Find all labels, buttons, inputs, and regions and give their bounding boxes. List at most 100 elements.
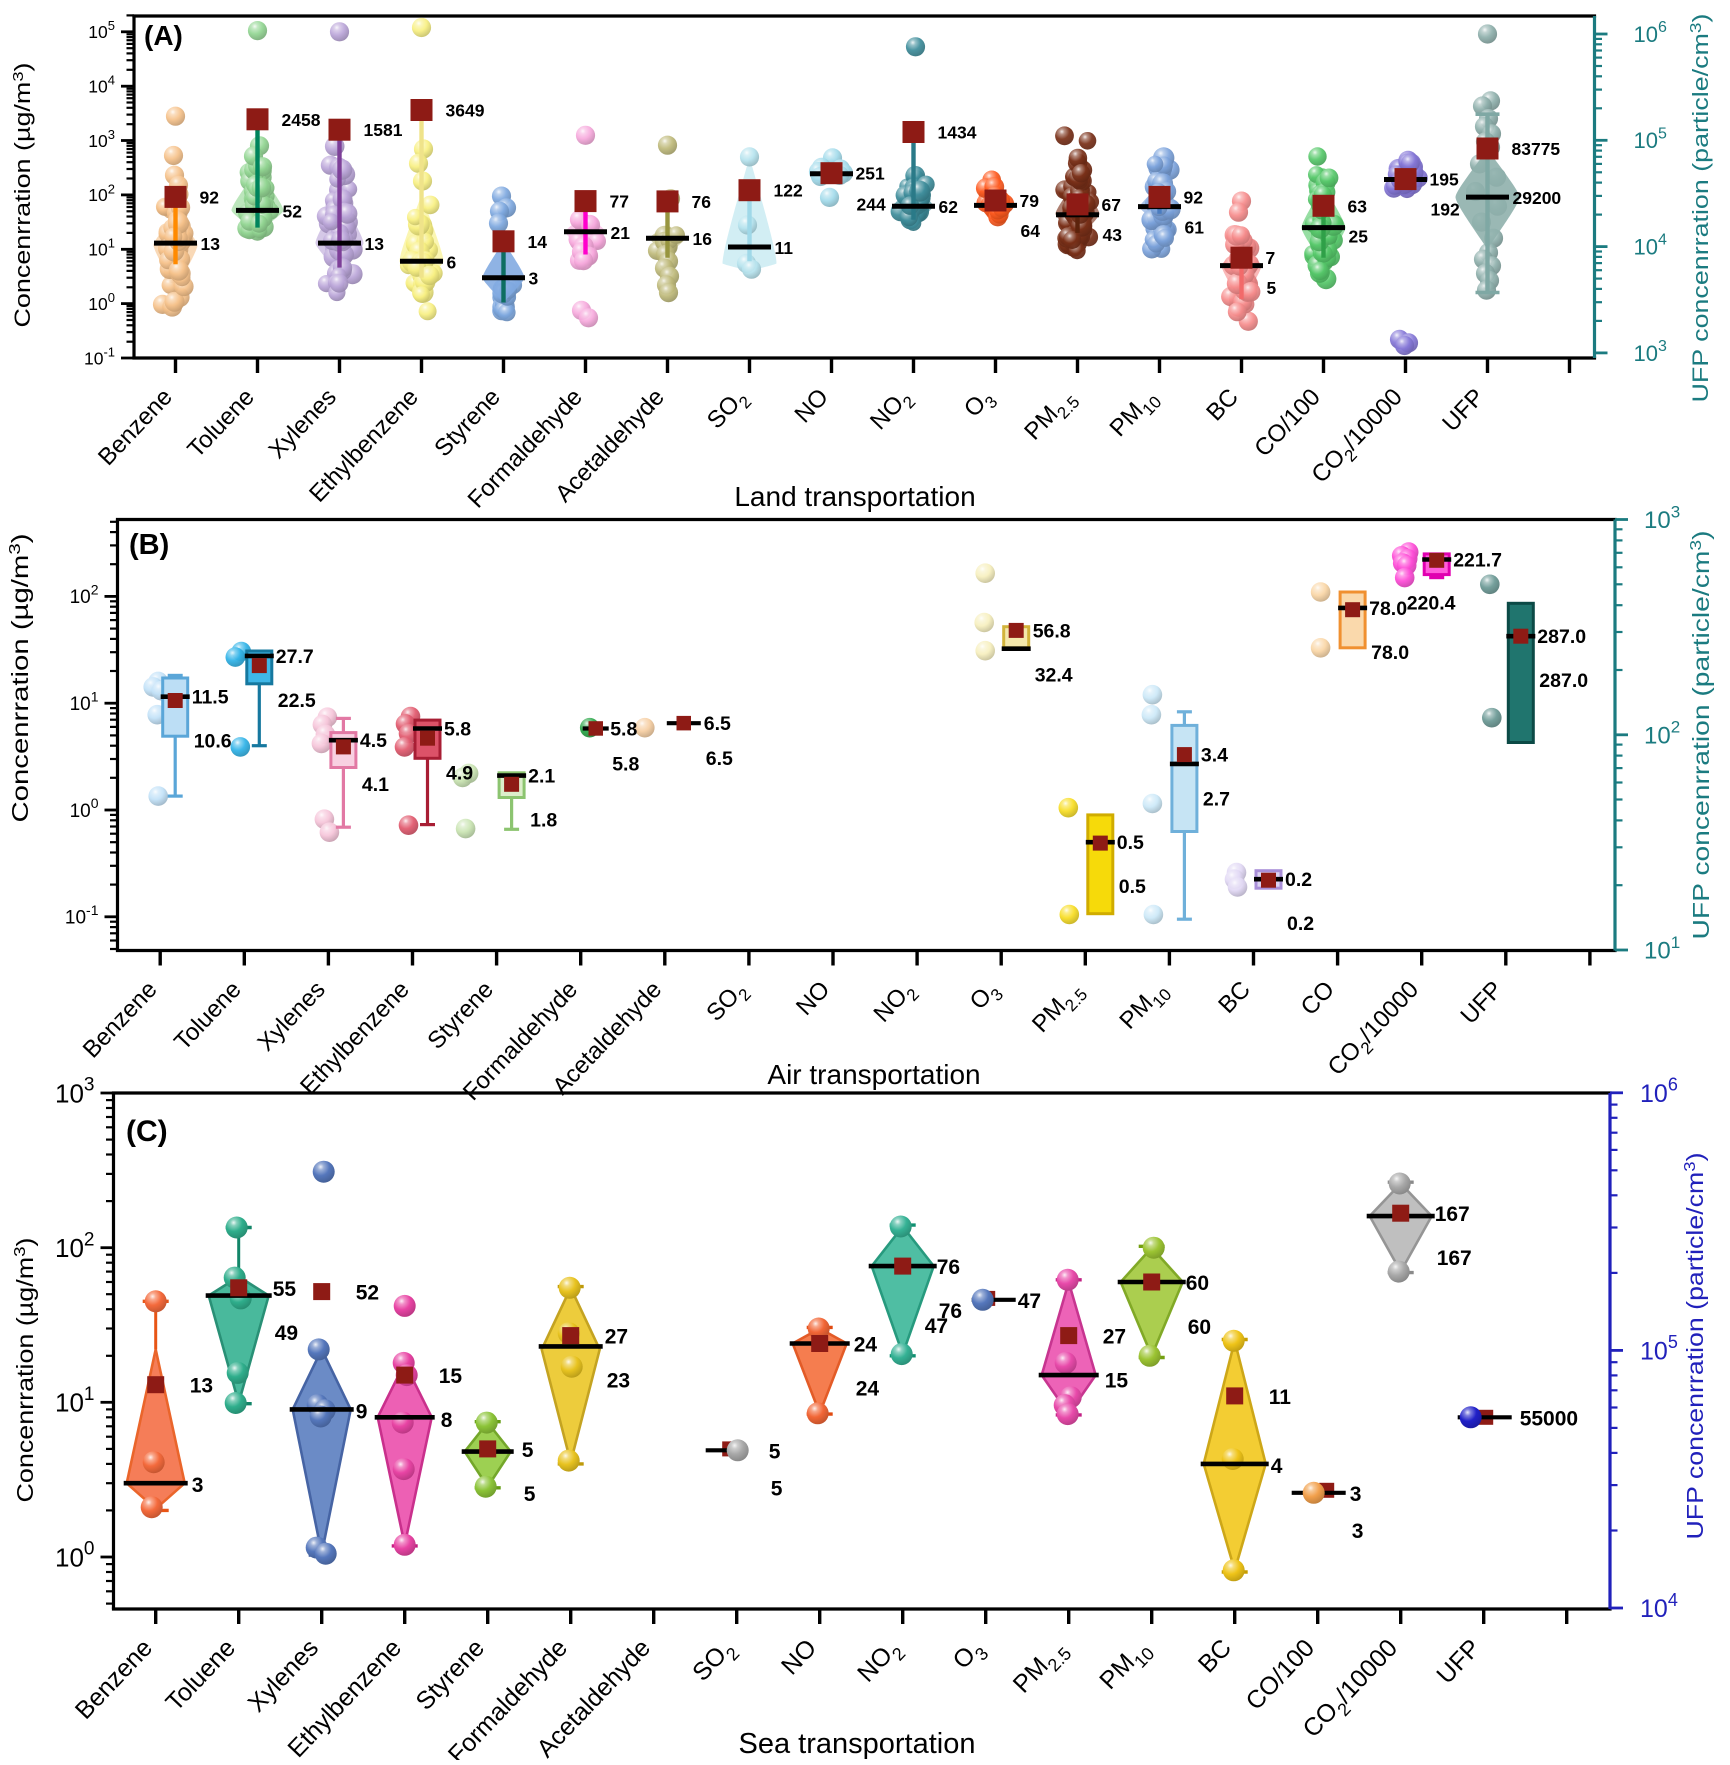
svg-text:0.2: 0.2 (1285, 869, 1312, 891)
svg-text:14: 14 (528, 232, 548, 252)
svg-text:43: 43 (1103, 225, 1123, 245)
svg-text:27: 27 (605, 1326, 628, 1349)
svg-text:52: 52 (356, 1282, 379, 1305)
svg-text:1.8: 1.8 (530, 810, 557, 832)
svg-text:60: 60 (1188, 1316, 1211, 1339)
svg-text:5: 5 (1267, 278, 1277, 298)
svg-text:Land transportation: Land transportation (734, 481, 975, 512)
svg-text:92: 92 (1184, 187, 1204, 207)
svg-text:3649: 3649 (446, 101, 485, 121)
svg-text:3: 3 (529, 269, 539, 289)
svg-text:55: 55 (273, 1278, 297, 1301)
svg-text:62: 62 (939, 197, 959, 217)
svg-text:79: 79 (1020, 191, 1040, 211)
svg-text:9: 9 (356, 1400, 368, 1423)
svg-text:24: 24 (854, 1334, 878, 1357)
svg-text:13: 13 (190, 1375, 213, 1398)
svg-text:Air transportation: Air transportation (767, 1059, 980, 1090)
svg-text:2458: 2458 (282, 110, 321, 130)
svg-text:Concenrration (µg/m3): Concenrration (µg/m3) (7, 534, 33, 823)
svg-text:25: 25 (1349, 226, 1369, 246)
svg-text:3: 3 (1352, 1520, 1364, 1543)
svg-text:55000: 55000 (1520, 1407, 1578, 1430)
svg-text:167: 167 (1437, 1247, 1472, 1270)
svg-text:UFP concenrration (particle/cm: UFP concenrration (particle/cm3) (1688, 531, 1714, 940)
svg-text:56.8: 56.8 (1033, 620, 1071, 642)
svg-text:5.8: 5.8 (444, 719, 471, 741)
svg-text:244: 244 (857, 195, 886, 215)
svg-text:11: 11 (775, 238, 794, 258)
svg-text:3: 3 (1350, 1483, 1362, 1506)
svg-text:92: 92 (200, 187, 220, 207)
svg-text:22.5: 22.5 (278, 690, 316, 712)
svg-text:78.0: 78.0 (1371, 642, 1409, 664)
svg-text:2.1: 2.1 (528, 766, 555, 788)
svg-text:1434: 1434 (938, 123, 977, 143)
svg-text:24: 24 (856, 1378, 880, 1401)
svg-text:3: 3 (192, 1474, 204, 1497)
svg-text:15: 15 (439, 1365, 463, 1388)
svg-text:6.5: 6.5 (706, 748, 733, 770)
svg-text:15: 15 (1105, 1370, 1129, 1393)
svg-text:13: 13 (365, 234, 385, 254)
svg-text:Concenrration (µg/m3): Concenrration (µg/m3) (12, 1238, 38, 1503)
svg-text:5: 5 (771, 1477, 783, 1500)
svg-text:4.9: 4.9 (446, 763, 473, 785)
svg-text:4: 4 (1271, 1455, 1283, 1478)
svg-text:Concenrration (µg/m3): Concenrration (µg/m3) (10, 63, 35, 328)
svg-text:29200: 29200 (1513, 188, 1562, 208)
svg-text:5: 5 (524, 1483, 536, 1506)
svg-text:64: 64 (1021, 221, 1041, 241)
svg-text:UFP concenrration (particle/cm: UFP concenrration (particle/cm3) (1688, 14, 1713, 403)
svg-text:63: 63 (1348, 196, 1368, 216)
svg-text:4.5: 4.5 (360, 730, 387, 752)
svg-text:27: 27 (1103, 1326, 1126, 1349)
svg-text:10.6: 10.6 (194, 731, 232, 753)
svg-text:2.7: 2.7 (1203, 789, 1230, 811)
svg-text:192: 192 (1431, 200, 1460, 220)
svg-text:(A): (A) (144, 20, 183, 51)
svg-text:167: 167 (1435, 1203, 1470, 1226)
svg-text:0.5: 0.5 (1117, 832, 1144, 854)
svg-text:76: 76 (692, 192, 712, 212)
svg-text:0.5: 0.5 (1119, 876, 1146, 898)
svg-text:23: 23 (607, 1370, 630, 1393)
svg-text:78.0: 78.0 (1369, 598, 1407, 620)
svg-text:11: 11 (1269, 1386, 1292, 1409)
svg-text:105: 105 (1640, 1332, 1678, 1365)
svg-text:4.1: 4.1 (362, 774, 389, 796)
svg-text:Sea transportation: Sea transportation (739, 1728, 976, 1760)
svg-text:32.4: 32.4 (1035, 664, 1073, 686)
svg-text:5.8: 5.8 (610, 719, 637, 741)
svg-text:(C): (C) (126, 1115, 168, 1148)
svg-text:76: 76 (937, 1256, 960, 1279)
svg-text:11.5: 11.5 (192, 687, 229, 709)
svg-text:6: 6 (447, 252, 457, 272)
svg-text:49: 49 (275, 1322, 298, 1345)
svg-text:UFP concenrration (particle/cm: UFP concenrration (particle/cm3) (1682, 1153, 1708, 1540)
svg-text:61: 61 (1185, 217, 1205, 237)
svg-text:13: 13 (201, 234, 221, 254)
svg-text:251: 251 (856, 164, 885, 184)
svg-text:77: 77 (610, 192, 629, 212)
svg-text:47: 47 (1018, 1290, 1041, 1313)
svg-text:52: 52 (283, 201, 303, 221)
svg-text:8: 8 (441, 1409, 453, 1432)
svg-text:5: 5 (522, 1439, 534, 1462)
svg-text:103: 103 (55, 1075, 95, 1109)
svg-text:5: 5 (769, 1440, 781, 1463)
svg-text:47: 47 (925, 1315, 948, 1338)
svg-text:122: 122 (774, 181, 803, 201)
svg-text:1581: 1581 (364, 120, 403, 140)
svg-text:3.4: 3.4 (1201, 745, 1228, 767)
svg-text:16: 16 (693, 229, 713, 249)
svg-text:76: 76 (939, 1300, 962, 1323)
svg-text:6.5: 6.5 (704, 713, 731, 735)
svg-text:0.2: 0.2 (1287, 913, 1314, 935)
svg-text:(B): (B) (129, 529, 169, 561)
svg-text:220.4: 220.4 (1407, 593, 1456, 615)
svg-text:221.7: 221.7 (1453, 550, 1502, 572)
svg-text:83775: 83775 (1512, 139, 1561, 159)
svg-text:7: 7 (1266, 248, 1276, 268)
svg-text:5.8: 5.8 (612, 754, 639, 776)
